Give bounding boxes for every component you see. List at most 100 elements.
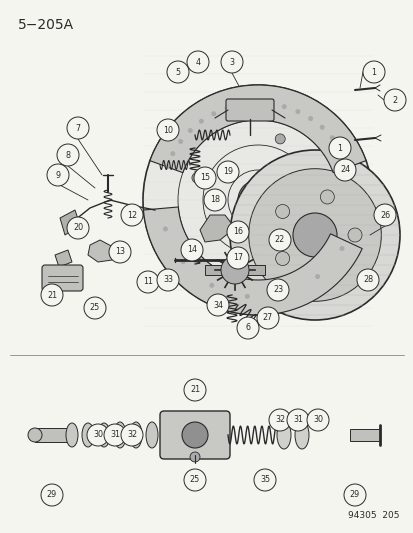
Circle shape xyxy=(170,151,175,156)
Circle shape xyxy=(157,269,178,291)
Circle shape xyxy=(373,204,395,226)
Text: 94305  205: 94305 205 xyxy=(348,511,399,520)
Text: 35: 35 xyxy=(259,475,269,484)
Polygon shape xyxy=(60,210,80,235)
Circle shape xyxy=(221,51,242,73)
Text: 33: 33 xyxy=(163,276,173,285)
Text: 1: 1 xyxy=(337,143,342,152)
Circle shape xyxy=(226,247,248,269)
Circle shape xyxy=(356,269,378,291)
Text: 17: 17 xyxy=(233,254,242,262)
Circle shape xyxy=(166,61,189,83)
Circle shape xyxy=(142,85,372,315)
Circle shape xyxy=(41,284,63,306)
Circle shape xyxy=(267,101,272,106)
Text: 8: 8 xyxy=(65,150,70,159)
Circle shape xyxy=(157,119,178,141)
Circle shape xyxy=(383,89,405,111)
Circle shape xyxy=(268,229,290,251)
Circle shape xyxy=(275,134,285,144)
Circle shape xyxy=(266,279,288,301)
Text: 13: 13 xyxy=(115,247,125,256)
Circle shape xyxy=(194,167,216,189)
Circle shape xyxy=(163,227,168,231)
Text: 15: 15 xyxy=(199,174,209,182)
Circle shape xyxy=(281,291,286,296)
Text: 6: 6 xyxy=(245,324,250,333)
Polygon shape xyxy=(35,428,68,442)
Text: 32: 32 xyxy=(274,416,285,424)
Circle shape xyxy=(57,144,79,166)
Text: 2: 2 xyxy=(392,95,396,104)
Circle shape xyxy=(306,409,328,431)
Circle shape xyxy=(238,102,243,107)
Circle shape xyxy=(204,189,225,211)
Circle shape xyxy=(333,159,355,181)
Ellipse shape xyxy=(276,421,290,449)
Circle shape xyxy=(121,424,142,446)
Ellipse shape xyxy=(82,423,94,447)
Text: 26: 26 xyxy=(379,211,389,220)
Text: 14: 14 xyxy=(187,246,197,254)
Circle shape xyxy=(313,173,323,183)
Circle shape xyxy=(362,61,384,83)
Text: 3: 3 xyxy=(229,58,234,67)
Circle shape xyxy=(286,409,308,431)
Text: 11: 11 xyxy=(142,278,153,287)
Circle shape xyxy=(347,228,361,242)
Text: 23: 23 xyxy=(272,286,282,295)
Text: 24: 24 xyxy=(339,166,349,174)
Circle shape xyxy=(244,294,249,299)
Text: 12: 12 xyxy=(127,211,137,220)
Circle shape xyxy=(183,469,206,491)
Circle shape xyxy=(180,239,202,261)
Circle shape xyxy=(236,317,259,339)
Text: 10: 10 xyxy=(163,125,173,134)
Circle shape xyxy=(137,271,159,293)
Text: 28: 28 xyxy=(362,276,372,285)
Circle shape xyxy=(237,180,277,220)
Text: 16: 16 xyxy=(233,228,242,237)
Polygon shape xyxy=(143,207,361,315)
Ellipse shape xyxy=(98,423,110,447)
Circle shape xyxy=(190,452,199,462)
Text: 18: 18 xyxy=(209,196,219,205)
Ellipse shape xyxy=(28,428,42,442)
Text: 25: 25 xyxy=(190,475,199,484)
Circle shape xyxy=(192,173,202,183)
Circle shape xyxy=(180,259,185,264)
Circle shape xyxy=(319,125,324,130)
Text: 30: 30 xyxy=(312,416,322,424)
Circle shape xyxy=(188,128,192,133)
FancyBboxPatch shape xyxy=(159,411,230,459)
Circle shape xyxy=(121,204,142,226)
Ellipse shape xyxy=(294,421,308,449)
Circle shape xyxy=(337,147,342,152)
Circle shape xyxy=(268,409,290,431)
Circle shape xyxy=(339,246,344,251)
Circle shape xyxy=(67,217,89,239)
Polygon shape xyxy=(204,265,264,275)
Circle shape xyxy=(329,135,334,140)
Circle shape xyxy=(87,424,109,446)
Circle shape xyxy=(47,164,69,186)
Circle shape xyxy=(67,117,89,139)
Ellipse shape xyxy=(66,423,78,447)
Polygon shape xyxy=(199,215,235,242)
Text: 20: 20 xyxy=(73,223,83,232)
Circle shape xyxy=(275,205,289,219)
Text: 5−205A: 5−205A xyxy=(18,18,74,32)
Polygon shape xyxy=(88,240,115,262)
Text: 30: 30 xyxy=(93,431,103,440)
Text: 22: 22 xyxy=(274,236,285,245)
Text: 4: 4 xyxy=(195,58,200,67)
Circle shape xyxy=(248,169,380,301)
Circle shape xyxy=(307,116,312,121)
Circle shape xyxy=(221,256,248,284)
Text: 27: 27 xyxy=(262,313,273,322)
Text: 7: 7 xyxy=(75,124,81,133)
Circle shape xyxy=(320,190,334,204)
Text: 32: 32 xyxy=(127,431,137,440)
Circle shape xyxy=(328,137,350,159)
Text: 29: 29 xyxy=(349,490,359,499)
